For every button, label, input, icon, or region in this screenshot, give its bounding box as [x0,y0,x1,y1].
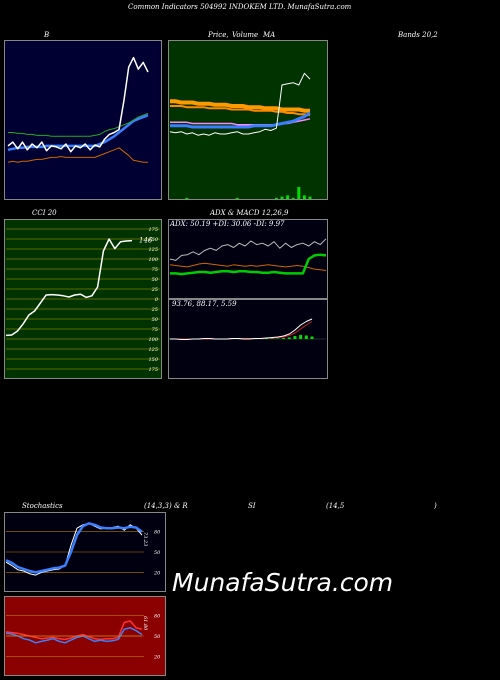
y-tick-label: 175 [148,367,158,373]
y-tick-label: 50 [154,550,161,556]
volume-bar [302,195,306,199]
histogram-bar [265,338,269,339]
cci-line [5,238,133,337]
chart-title: Common Indicators 504992 INDOKEM LTD. Mu… [128,3,352,11]
y-tick-label: 50 [152,317,159,323]
bollinger-label: B [44,31,50,39]
price-line [7,56,149,153]
cci-panel: 175 150 125 100 75 50 25 0 25 50 75 100 125 150 175 146 [4,219,162,379]
y-tick-label: 25 [151,307,158,313]
adx-panel: ADX: 50.19 +DI: 30.06 -DI: 9.97 [168,219,328,299]
y-tick-label: 0 [155,297,159,303]
value-label: 61.80 [142,616,148,631]
macd-line [170,318,313,340]
rsi-panel: 80 50 20 61.80 [4,596,166,676]
y-tick-label: 100 [148,337,158,343]
value-label: 73.23 [142,532,148,546]
cci-label: CCI 20 [32,209,57,217]
volume-bar [291,197,295,199]
y-tick-label: 125 [148,247,158,253]
macd-values-label: 93.76, 88.17, 5.59 [172,300,237,308]
histogram-bar [287,337,291,339]
histogram-bar [299,335,303,339]
adx-line [169,238,327,261]
plus-di-line [170,253,327,276]
histogram-bar [293,336,297,339]
price-panel [168,40,328,200]
mfi-line [5,627,143,644]
volume-bar [286,195,290,199]
y-tick-label: 50 [154,634,161,640]
volume-bar [185,197,189,199]
histogram-bar [276,338,280,339]
watermark: MunafaSutra.com [172,568,394,597]
bands-label: Bands 20,2 [398,31,438,39]
y-tick-label: 125 [148,347,158,353]
stochastics-panel: 80 50 20 73.23 [4,512,166,592]
y-tick-label: 100 [148,257,158,263]
histogram-bar [310,336,314,339]
y-tick-label: 150 [148,357,158,363]
ma-line-4 [170,111,311,129]
y-tick-label: 20 [153,654,161,660]
rsi-params-label: (14,5 [326,502,345,510]
price-line [169,72,311,136]
ma-line-1 [170,99,310,113]
ma-label: MA [263,31,276,39]
histogram-bar [270,338,274,339]
panel-background [168,219,328,299]
y-tick-label: 75 [152,267,158,273]
y-tick-label: 80 [154,530,161,536]
histogram-bar [304,335,308,339]
stoch-close-label: ) [434,502,437,510]
y-tick-label: 50 [152,277,159,283]
y-tick-label: 25 [151,287,158,293]
stoch-params-label: (14,3,3) & R [144,502,188,510]
volume-bar [308,196,312,199]
volume-label: Volume [232,31,259,39]
price-label: Price, [208,31,229,39]
minus-di-line [169,262,327,271]
middle-band-line [7,114,149,152]
volume-bar [235,197,239,199]
volume-bar [280,196,284,199]
y-tick-label: 75 [152,327,158,333]
y-tick-label: 150 [148,237,158,243]
volume-bar [297,187,301,199]
adx-label: ADX & MACD 12,26,9 [210,209,289,217]
histogram-bar [282,338,286,339]
lower-band-line [7,147,148,163]
bollinger-panel [4,40,162,200]
stoch-si-label: SI [248,502,256,510]
value-label: 146 [139,237,153,245]
macd-panel: 93.76, 88.17, 5.59 [168,299,328,379]
y-tick-label: 175 [148,227,158,233]
y-tick-label: 20 [153,570,161,576]
upper-band-line [8,112,149,137]
y-tick-label: 80 [154,614,161,620]
adx-values-label: ADX: 50.19 +DI: 30.06 -DI: 9.97 [170,220,285,228]
percent-d-line [5,522,143,574]
ma-line-2 [170,105,311,117]
volume-bar [274,197,278,199]
stoch-label: Stochastics [22,502,63,510]
